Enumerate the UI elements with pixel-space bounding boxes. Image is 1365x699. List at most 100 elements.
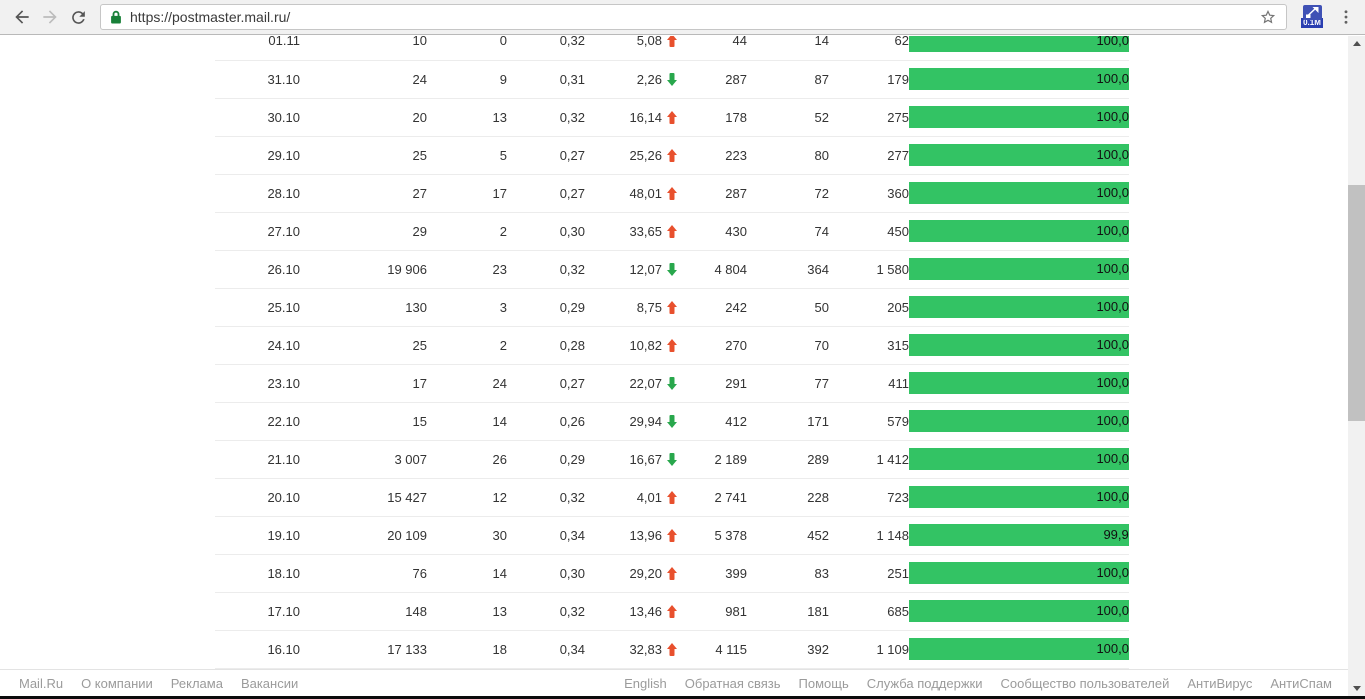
cell-value: 76 <box>300 554 427 593</box>
cell-value: 0,30 <box>507 554 585 593</box>
footer-link[interactable]: Обратная связь <box>684 675 781 691</box>
cell-value: 12 <box>427 478 507 517</box>
browser-toolbar: https://postmaster.mail.ru/ 0.1M <box>0 0 1365 35</box>
cell-value: 5 <box>427 136 507 175</box>
vertical-scrollbar[interactable] <box>1348 36 1365 696</box>
cell-value: 52 <box>747 98 829 137</box>
cell-value: 0,27 <box>507 364 585 403</box>
table-row: 23.10 17 24 0,27 22,07 291 77 411 100,0 <box>215 364 1129 403</box>
bookmark-star-icon[interactable] <box>1256 5 1280 29</box>
cell-value: 74 <box>747 212 829 251</box>
footer-link[interactable]: Сообщество пользователей <box>1000 675 1170 691</box>
cell-trend: 33,65 <box>585 212 677 251</box>
cell-trend: 13,46 <box>585 592 677 631</box>
cell-value: 72 <box>747 174 829 213</box>
table-row: 30.10 20 13 0,32 16,14 178 52 275 100,0 <box>215 98 1129 137</box>
cell-bar: 100,0 <box>909 630 1129 669</box>
trend-down-icon <box>666 376 677 390</box>
cell-value: 0,32 <box>507 478 585 517</box>
cell-value: 20 109 <box>300 516 427 555</box>
cell-bar: 100,0 <box>909 136 1129 175</box>
cell-value: 0,27 <box>507 174 585 213</box>
cell-value: 9 <box>427 60 507 99</box>
trend-value: 29,20 <box>629 565 662 581</box>
cell-date: 16.10 <box>215 630 300 669</box>
cell-value: 452 <box>747 516 829 555</box>
cell-bar: 100,0 <box>909 212 1129 251</box>
cell-value: 1 148 <box>829 516 909 555</box>
cell-value: 5 378 <box>677 516 747 555</box>
cell-date: 26.10 <box>215 250 300 289</box>
table-row: 24.10 25 2 0,28 10,82 270 70 315 100,0 <box>215 326 1129 365</box>
forward-button[interactable] <box>36 3 64 31</box>
cell-value: 50 <box>747 288 829 327</box>
footer-link[interactable]: Реклама <box>170 675 223 691</box>
cell-value: 251 <box>829 554 909 593</box>
table-row: 26.10 19 906 23 0,32 12,07 4 804 364 1 580 100,0 <box>215 250 1129 289</box>
browser-menu-button[interactable] <box>1333 3 1359 31</box>
cell-trend: 8,75 <box>585 288 677 327</box>
cell-value: 179 <box>829 60 909 99</box>
cell-trend: 16,14 <box>585 98 677 137</box>
cell-value: 291 <box>677 364 747 403</box>
cell-trend: 22,07 <box>585 364 677 403</box>
url-text[interactable]: https://postmaster.mail.ru/ <box>130 9 291 25</box>
bar-label: 100,0 <box>1096 299 1129 314</box>
cell-value: 289 <box>747 440 829 479</box>
cell-value: 44 <box>677 36 747 61</box>
back-button[interactable] <box>8 3 36 31</box>
bar-label: 100,0 <box>1096 603 1129 618</box>
cell-date: 30.10 <box>215 98 300 137</box>
cell-date: 29.10 <box>215 136 300 175</box>
cell-value: 0,26 <box>507 402 585 441</box>
https-lock-icon[interactable] <box>110 10 122 25</box>
bar-label: 100,0 <box>1096 375 1129 390</box>
cell-bar: 100,0 <box>909 60 1129 99</box>
table-row: 29.10 25 5 0,27 25,26 223 80 277 100,0 <box>215 136 1129 175</box>
table-row: 21.10 3 007 26 0,29 16,67 2 189 289 1 412 100,0 <box>215 440 1129 479</box>
footer-link[interactable]: О компании <box>81 675 153 691</box>
footer-link[interactable]: Mail.Ru <box>19 675 64 691</box>
cell-trend: 4,01 <box>585 478 677 517</box>
cell-value: 0,28 <box>507 326 585 365</box>
cell-date: 28.10 <box>215 174 300 213</box>
cell-value: 17 <box>300 364 427 403</box>
footer-link[interactable]: АнтиСпам <box>1270 675 1332 691</box>
trend-value: 5,08 <box>636 36 662 49</box>
bar-label: 100,0 <box>1096 337 1129 352</box>
bar-label: 100,0 <box>1096 451 1129 466</box>
footer-link[interactable]: Вакансии <box>240 675 299 691</box>
footer-link[interactable]: English <box>624 675 667 691</box>
bar-label: 99,9 <box>1103 527 1129 542</box>
cell-value: 1 412 <box>829 440 909 479</box>
table-row: 28.10 27 17 0,27 48,01 287 72 360 100,0 <box>215 174 1129 213</box>
cell-value: 130 <box>300 288 427 327</box>
scrollbar-down-arrow[interactable] <box>1348 681 1365 696</box>
cell-value: 1 109 <box>829 630 909 669</box>
address-bar[interactable]: https://postmaster.mail.ru/ <box>100 4 1287 30</box>
bar-label: 100,0 <box>1096 147 1129 162</box>
table-row: 22.10 15 14 0,26 29,94 412 171 579 100,0 <box>215 402 1129 441</box>
cell-value: 15 <box>300 402 427 441</box>
bar-label: 100,0 <box>1096 413 1129 428</box>
scrollbar-up-arrow[interactable] <box>1348 36 1365 51</box>
cell-trend: 2,26 <box>585 60 677 99</box>
bar-label: 100,0 <box>1096 185 1129 200</box>
cell-value: 29 <box>300 212 427 251</box>
cell-value: 2 741 <box>677 478 747 517</box>
footer-link[interactable]: АнтиВирус <box>1187 675 1253 691</box>
extension-button[interactable]: 0.1M <box>1299 2 1325 32</box>
footer-link[interactable]: Помощь <box>798 675 849 691</box>
stats-table: 01.11 10 0 0,32 5,08 44 14 62 100,0 31.10 24 9 0,31 2… <box>215 36 1129 669</box>
cell-value: 0,32 <box>507 592 585 631</box>
bar-label: 100,0 <box>1096 36 1129 48</box>
cell-value: 14 <box>427 402 507 441</box>
refresh-button[interactable] <box>64 3 92 31</box>
delivery-bar: 100,0 <box>909 372 1129 394</box>
cell-value: 17 133 <box>300 630 427 669</box>
footer-link[interactable]: Служба поддержки <box>866 675 983 691</box>
cell-bar: 100,0 <box>909 592 1129 631</box>
scrollbar-thumb[interactable] <box>1348 185 1365 421</box>
table-row: 19.10 20 109 30 0,34 13,96 5 378 452 1 148 99,9 <box>215 516 1129 555</box>
cell-date: 22.10 <box>215 402 300 441</box>
